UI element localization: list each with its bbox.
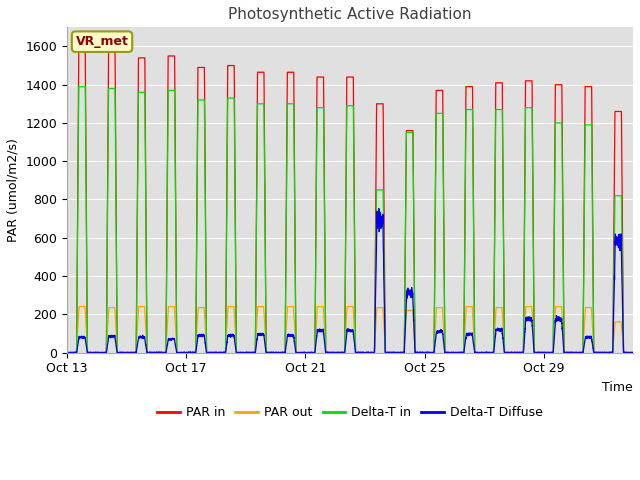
Delta-T in — [335, 349, 343, 355]
Delta-T Diffuse — [573, 349, 580, 355]
Delta-T in — [629, 349, 637, 355]
PAR in — [629, 349, 637, 355]
PAR out — [76, 304, 83, 310]
PAR out — [331, 349, 339, 355]
PAR in — [198, 65, 205, 71]
PAR out — [216, 349, 224, 355]
Legend: PAR in, PAR out, Delta-T in, Delta-T Diffuse: PAR in, PAR out, Delta-T in, Delta-T Dif… — [152, 401, 548, 424]
Line: PAR out: PAR out — [67, 307, 633, 352]
Delta-T Diffuse — [629, 349, 637, 355]
PAR out — [573, 349, 580, 355]
Delta-T Diffuse — [375, 206, 383, 212]
Line: Delta-T Diffuse: Delta-T Diffuse — [67, 209, 633, 352]
Line: Delta-T in: Delta-T in — [67, 86, 633, 352]
PAR in — [216, 349, 224, 355]
Delta-T Diffuse — [242, 349, 250, 355]
PAR in — [243, 349, 250, 355]
Delta-T Diffuse — [197, 332, 205, 337]
Delta-T in — [198, 97, 205, 103]
Delta-T in — [573, 349, 580, 355]
Delta-T in — [243, 349, 250, 355]
PAR in — [335, 349, 343, 355]
Delta-T Diffuse — [335, 349, 343, 355]
PAR out — [243, 349, 250, 355]
PAR in — [63, 349, 71, 355]
PAR out — [198, 305, 205, 311]
Line: PAR in: PAR in — [67, 50, 633, 352]
PAR in — [573, 349, 580, 355]
Delta-T in — [75, 84, 83, 89]
Y-axis label: PAR (umol/m2/s): PAR (umol/m2/s) — [7, 138, 20, 242]
Delta-T in — [216, 349, 224, 355]
Delta-T Diffuse — [216, 349, 223, 355]
PAR in — [75, 48, 83, 53]
Delta-T in — [63, 349, 71, 355]
Delta-T Diffuse — [63, 349, 71, 355]
PAR in — [331, 349, 339, 355]
X-axis label: Time: Time — [602, 381, 633, 394]
Text: VR_met: VR_met — [76, 35, 129, 48]
PAR out — [629, 349, 637, 355]
Delta-T in — [331, 349, 339, 355]
Title: Photosynthetic Active Radiation: Photosynthetic Active Radiation — [228, 7, 472, 22]
Delta-T Diffuse — [330, 349, 338, 355]
PAR out — [63, 349, 71, 355]
PAR out — [335, 349, 343, 355]
